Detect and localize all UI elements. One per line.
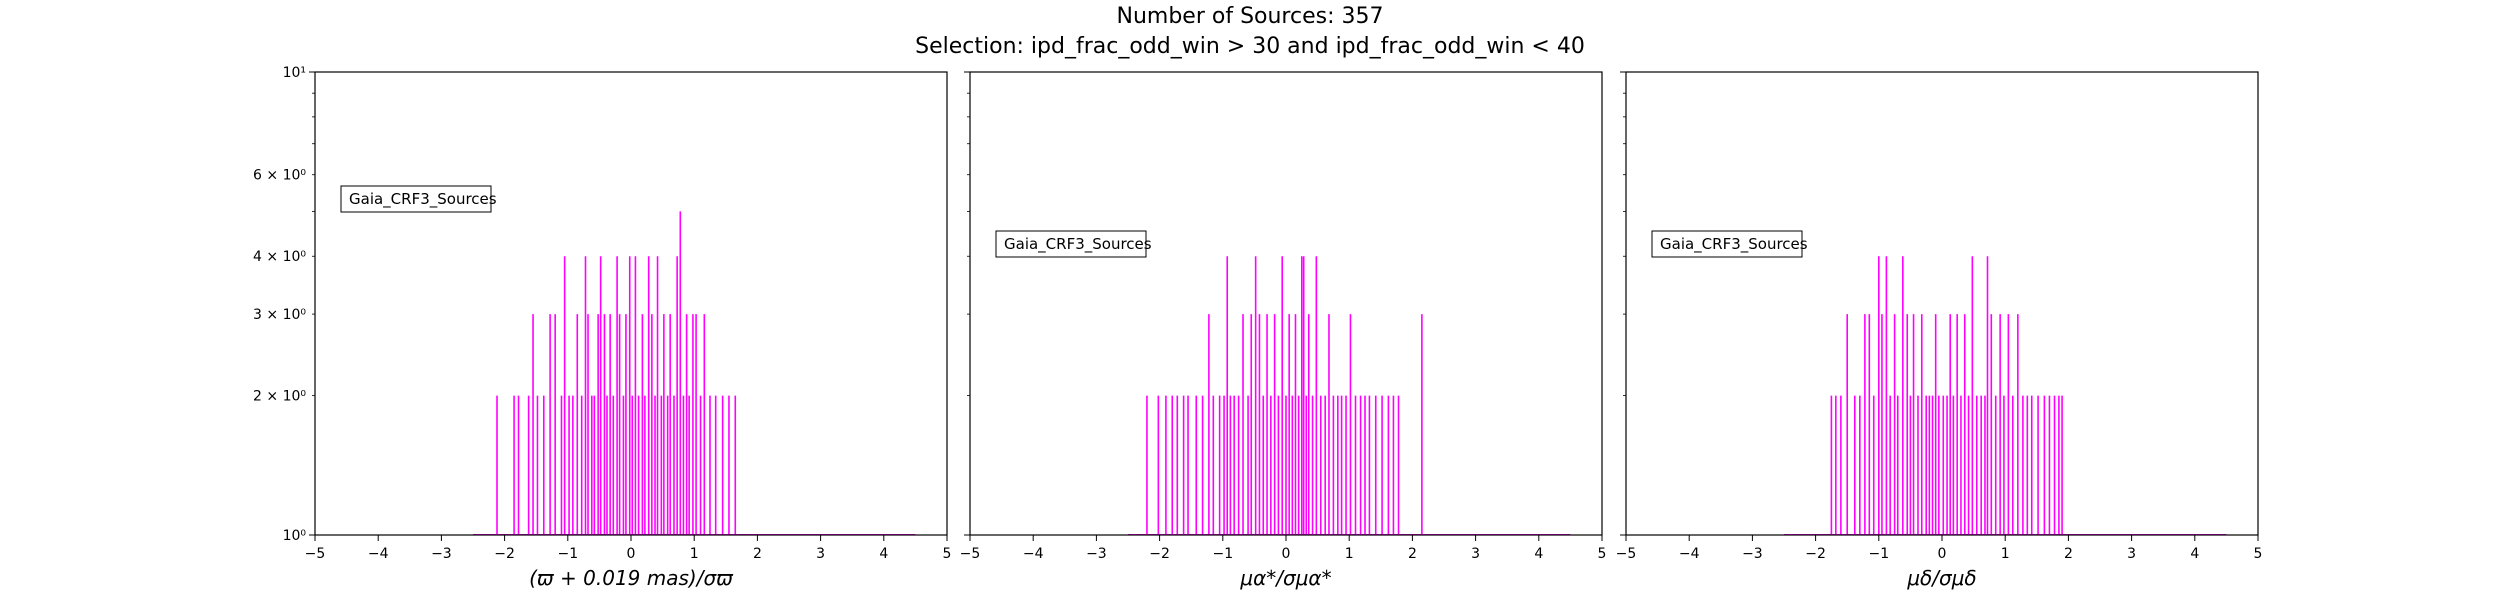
x-tick-label: 5: [943, 546, 952, 562]
x-tick-label: 5: [2254, 546, 2263, 562]
y-tick-label: 10⁰: [283, 528, 307, 544]
x-tick-label: 2: [1408, 546, 1417, 562]
legend-box: [995, 230, 1147, 258]
x-tick-label: −1: [1868, 546, 1889, 562]
figure-title: Number of Sources: 357: [1116, 4, 1384, 29]
x-tick-label: 3: [2127, 546, 2136, 562]
x-tick-label: −2: [1149, 546, 1170, 562]
y-tick-label: 2 × 10⁰: [253, 389, 306, 405]
x-tick-label: 1: [1345, 546, 1354, 562]
x-tick-label: −1: [1212, 546, 1233, 562]
plot-frame: [314, 71, 948, 536]
legend-box: [340, 185, 492, 213]
x-tick-label: 5: [1598, 546, 1607, 562]
x-tick-label: −2: [1805, 546, 1826, 562]
legend-label: Gaia_CRF3_Sources: [1004, 235, 1152, 254]
x-tick-label: 0: [627, 546, 636, 562]
x-tick-label: 0: [1938, 546, 1947, 562]
x-tick-label: −2: [494, 546, 515, 562]
y-tick-label: 3 × 10⁰: [253, 307, 306, 323]
x-tick-label: −3: [431, 546, 452, 562]
y-tick-label: 10¹: [283, 65, 306, 81]
x-tick-label: 4: [1534, 546, 1543, 562]
legend-label: Gaia_CRF3_Sources: [349, 190, 497, 209]
x-tick-label: −5: [305, 546, 326, 562]
x-tick-label: −4: [1023, 546, 1044, 562]
x-tick-label: 3: [816, 546, 825, 562]
x-tick-label: 2: [2064, 546, 2073, 562]
y-tick-label: 4 × 10⁰: [253, 249, 306, 265]
x-tick-label: −3: [1742, 546, 1763, 562]
x-tick-label: 2: [753, 546, 762, 562]
legend-box: [1651, 230, 1803, 258]
x-tick-label: 1: [690, 546, 699, 562]
x-axis-label: μδ/σμδ: [1906, 566, 1976, 590]
x-tick-label: −1: [557, 546, 578, 562]
x-tick-label: 3: [1471, 546, 1480, 562]
x-tick-label: 1: [2001, 546, 2010, 562]
x-tick-label: −3: [1086, 546, 1107, 562]
plot-frame: [1625, 71, 2259, 536]
x-tick-label: −5: [1616, 546, 1637, 562]
x-tick-label: 4: [879, 546, 888, 562]
x-tick-label: −5: [960, 546, 981, 562]
legend-label: Gaia_CRF3_Sources: [1660, 235, 1808, 254]
x-axis-label: (ϖ + 0.019 mas)/σϖ: [529, 566, 734, 590]
figure-subtitle: Selection: ipd_frac_odd_win > 30 and ipd…: [915, 34, 1585, 59]
x-tick-label: 4: [2190, 546, 2199, 562]
y-tick-label: 6 × 10⁰: [253, 168, 306, 184]
x-tick-label: 0: [1282, 546, 1291, 562]
x-tick-label: −4: [1679, 546, 1700, 562]
x-tick-label: −4: [368, 546, 389, 562]
x-axis-label: μα*/σμα*: [1239, 566, 1331, 590]
